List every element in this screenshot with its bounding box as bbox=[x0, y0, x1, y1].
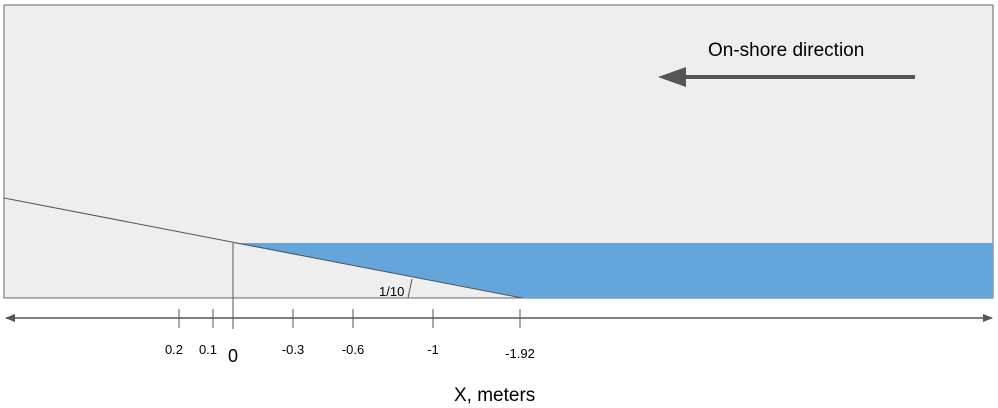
beach-slope-line bbox=[3, 197, 523, 299]
x-axis-tick-label: 0.2 bbox=[165, 342, 183, 357]
x-axis-tick-label: -0.3 bbox=[282, 342, 304, 357]
x-axis-tick-label: -0.6 bbox=[342, 342, 364, 357]
slope-label: 1/10 bbox=[379, 284, 404, 299]
x-axis-tick-label: 0 bbox=[228, 346, 238, 366]
x-axis-tick-label: 0.1 bbox=[199, 342, 217, 357]
direction-label: On-shore direction bbox=[708, 40, 864, 61]
slope-indicator-line bbox=[407, 278, 413, 299]
direction-arrow-head bbox=[658, 67, 686, 87]
water-region bbox=[233, 243, 993, 298]
x-axis-label: X, meters bbox=[454, 385, 535, 406]
x-axis-tick-label: -1.92 bbox=[505, 346, 535, 361]
x-axis-ticks: 0.2 0.1 0 -0.3 -0.6 -1 -1.92 bbox=[165, 300, 535, 366]
x-axis-tick-label: -1 bbox=[427, 342, 439, 357]
